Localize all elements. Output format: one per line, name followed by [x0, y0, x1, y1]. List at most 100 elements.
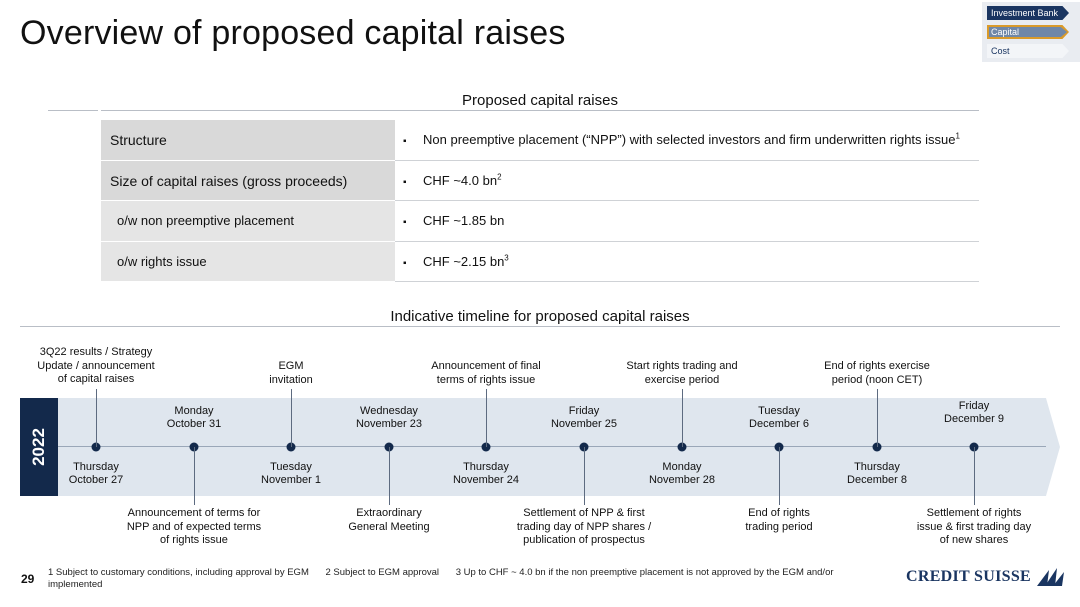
footnote-marker: 3	[504, 253, 509, 263]
timeline-event-below: Extraordinary General Meeting	[348, 507, 429, 534]
timeline-date: Thursday October 27	[36, 461, 156, 487]
date-day: October 31	[166, 418, 222, 430]
table-heading: Proposed capital raises	[462, 92, 618, 109]
timeline-dot	[286, 442, 296, 452]
event-line: of rights issue	[160, 534, 228, 546]
date-day: November 24	[452, 474, 520, 486]
timeline-band	[58, 398, 1060, 496]
timeline-event-below: Settlement of rights issue & first tradin…	[917, 507, 1031, 548]
nav-item-investment-bank[interactable]: Investment Bank	[987, 6, 1075, 20]
date-weekday: Thursday	[854, 461, 900, 473]
nav-item-capital[interactable]: Capital	[987, 25, 1075, 39]
date-day: November 25	[550, 418, 618, 430]
event-connector	[682, 389, 683, 447]
event-connector	[389, 447, 390, 505]
date-day: October 27	[68, 474, 124, 486]
date-day: November 1	[261, 474, 321, 486]
timeline-event-above: EGM invitation	[269, 360, 312, 387]
event-line: Settlement of rights	[926, 507, 1022, 519]
page-number: 29	[21, 572, 35, 586]
date-weekday: Thursday	[463, 461, 509, 473]
event-connector	[291, 389, 292, 447]
event-connector	[877, 389, 878, 447]
event-line: period (noon CET)	[831, 373, 923, 386]
footnote-marker: 1	[955, 131, 960, 141]
nav-item-label: Capital	[991, 27, 1020, 37]
divider	[101, 110, 979, 111]
timeline-date: Tuesday November 1	[231, 461, 351, 487]
timeline-event-below: Announcement of terms for NPP and of expe…	[127, 507, 261, 548]
bullet-icon: ▪	[403, 136, 407, 147]
timeline-date: Friday November 25	[524, 405, 644, 431]
event-line: publication of prospectus	[523, 534, 645, 546]
event-line: NPP and of expected terms	[126, 520, 262, 533]
timeline-event-below: Settlement of NPP & first trading day of …	[517, 507, 651, 548]
event-line: of capital raises	[57, 373, 135, 385]
timeline-date: Wednesday November 23	[329, 405, 449, 431]
year-box: 2022	[20, 398, 58, 496]
event-line: trading period	[745, 520, 813, 533]
date-day: November 23	[355, 418, 423, 430]
row-label: Size of capital raises (gross proceeds)	[101, 160, 395, 201]
event-line: of new shares	[939, 534, 1009, 546]
row-value: ▪ Non preemptive placement (“NPP”) with s…	[395, 120, 979, 161]
event-connector	[96, 388, 97, 447]
timeline-event-above: Start rights trading and exercise period	[626, 360, 737, 387]
event-line: terms of rights issue	[436, 373, 536, 386]
date-weekday: Friday	[958, 400, 990, 412]
page-title: Overview of proposed capital raises	[20, 14, 566, 52]
timeline-date: Friday December 9	[914, 400, 1034, 426]
table-row: Structure ▪ Non preemptive placement (“NP…	[101, 120, 979, 161]
event-line: Settlement of NPP & first	[523, 507, 645, 519]
table-row: Size of capital raises (gross proceeds) …	[101, 160, 979, 201]
event-line: 3Q22 results / Strategy	[39, 346, 153, 358]
timeline-event-above: 3Q22 results / Strategy Update / announce…	[37, 346, 154, 387]
timeline-event-below: End of rights trading period	[745, 507, 812, 534]
date-weekday: Thursday	[73, 461, 119, 473]
row-value-text: Non preemptive placement (“NPP”) with se…	[423, 132, 956, 147]
capital-raises-table: Structure ▪ Non preemptive placement (“NP…	[101, 120, 979, 282]
row-value-text: CHF ~2.15 bn	[423, 253, 505, 269]
event-connector	[779, 447, 780, 505]
date-day: December 8	[847, 474, 907, 486]
date-weekday: Tuesday	[758, 405, 800, 417]
event-line: trading day of NPP shares /	[516, 520, 652, 533]
timeline-date: Tuesday December 6	[719, 405, 839, 431]
date-day: December 6	[749, 418, 809, 430]
section-nav: Investment Bank Capital Cost	[982, 2, 1080, 62]
row-label: Structure	[101, 120, 395, 161]
timeline-dot	[872, 442, 882, 452]
timeline-dot	[677, 442, 687, 452]
date-weekday: Wednesday	[360, 405, 418, 417]
sails-icon	[1037, 568, 1064, 586]
timeline-date: Monday November 28	[622, 461, 742, 487]
event-line: exercise period	[644, 373, 720, 386]
row-value-text: CHF ~1.85 bn	[423, 213, 505, 228]
row-value: ▪ CHF ~2.15 bn3	[395, 242, 979, 282]
nav-item-cost[interactable]: Cost	[987, 44, 1075, 58]
date-weekday: Friday	[568, 405, 600, 417]
timeline-axis	[58, 446, 1046, 447]
timeline-event-above: Announcement of final terms of rights iss…	[431, 360, 540, 387]
event-line: Announcement of final	[431, 360, 541, 372]
event-line: Update / announcement	[37, 359, 155, 372]
bullet-icon: ▪	[403, 257, 407, 269]
row-label: o/w non preemptive placement	[101, 201, 395, 242]
event-line: Start rights trading and	[626, 360, 738, 372]
table-row: o/w non preemptive placement ▪ CHF ~1.85 …	[101, 201, 979, 242]
credit-suisse-logo: CREDIT SUISSE	[906, 566, 1065, 588]
date-day: December 9	[944, 413, 1004, 425]
timeline-heading: Indicative timeline for proposed capital…	[390, 308, 690, 325]
divider	[20, 326, 1060, 327]
row-value: ▪ CHF ~4.0 bn2	[395, 161, 979, 201]
event-line: invitation	[269, 373, 313, 386]
event-line: issue & first trading day	[916, 520, 1032, 533]
footnotes: 1 Subject to customary conditions, inclu…	[48, 567, 878, 591]
event-connector	[486, 389, 487, 447]
timeline-dot	[91, 442, 101, 452]
footnote: 2 Subject to EGM approval	[325, 567, 440, 578]
timeline-date: Thursday November 24	[426, 461, 546, 487]
date-weekday: Tuesday	[270, 461, 312, 473]
nav-item-label: Investment Bank	[991, 8, 1059, 18]
date-weekday: Monday	[662, 461, 702, 473]
